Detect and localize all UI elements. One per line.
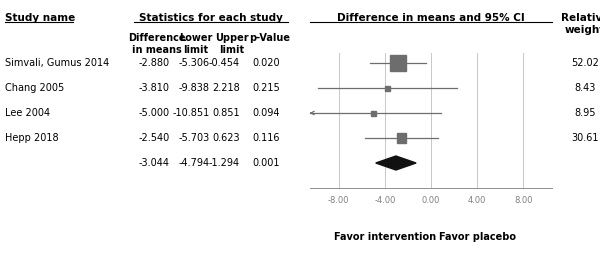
Text: 52.02: 52.02 [571, 58, 599, 68]
Text: Chang 2005: Chang 2005 [5, 83, 64, 93]
Text: 0.215: 0.215 [252, 83, 280, 93]
Text: 8.00: 8.00 [514, 196, 532, 205]
Text: Favor placebo: Favor placebo [439, 232, 515, 242]
Text: -5.703: -5.703 [179, 133, 210, 143]
Text: -9.838: -9.838 [179, 83, 210, 93]
Text: 2.218: 2.218 [212, 83, 240, 93]
Text: 8.95: 8.95 [574, 108, 596, 118]
Text: -2.540: -2.540 [139, 133, 170, 143]
Text: -5.306: -5.306 [179, 58, 210, 68]
Text: Favor intervention: Favor intervention [334, 232, 436, 242]
Text: 30.61: 30.61 [571, 133, 599, 143]
Text: Statistics for each study: Statistics for each study [139, 13, 283, 23]
Text: -4.794: -4.794 [179, 158, 210, 168]
Text: Lee 2004: Lee 2004 [5, 108, 50, 118]
Text: 0.094: 0.094 [253, 108, 280, 118]
Text: 0.00: 0.00 [422, 196, 440, 205]
Polygon shape [376, 156, 416, 170]
Text: -1.294: -1.294 [209, 158, 240, 168]
Text: 0.851: 0.851 [212, 108, 240, 118]
Text: Upper
limit: Upper limit [215, 33, 249, 54]
Text: -10.851: -10.851 [173, 108, 210, 118]
Text: Hepp 2018: Hepp 2018 [5, 133, 59, 143]
Bar [371, 111, 376, 115]
Text: p-Value: p-Value [250, 33, 290, 43]
Text: 8.43: 8.43 [574, 83, 596, 93]
Text: Simvali, Gumus 2014: Simvali, Gumus 2014 [5, 58, 109, 68]
Text: Lower
limit: Lower limit [179, 33, 212, 54]
Text: -5.000: -5.000 [139, 108, 170, 118]
Text: -8.00: -8.00 [328, 196, 350, 205]
Text: -3.044: -3.044 [139, 158, 170, 168]
Text: -0.454: -0.454 [209, 58, 240, 68]
Bar [397, 133, 406, 143]
Text: Difference in means and 95% CI: Difference in means and 95% CI [337, 13, 525, 23]
Text: -2.880: -2.880 [139, 58, 170, 68]
Text: Relative
weight: Relative weight [561, 13, 600, 35]
Text: 0.020: 0.020 [253, 58, 280, 68]
Text: 4.00: 4.00 [468, 196, 486, 205]
Bar [385, 86, 389, 90]
Text: 0.623: 0.623 [212, 133, 240, 143]
Text: 0.116: 0.116 [253, 133, 280, 143]
Text: -4.00: -4.00 [374, 196, 395, 205]
Text: -3.810: -3.810 [139, 83, 170, 93]
Bar [390, 55, 406, 71]
Text: Difference
in means: Difference in means [128, 33, 186, 54]
Text: Study name: Study name [5, 13, 75, 23]
Text: 0.001: 0.001 [253, 158, 280, 168]
